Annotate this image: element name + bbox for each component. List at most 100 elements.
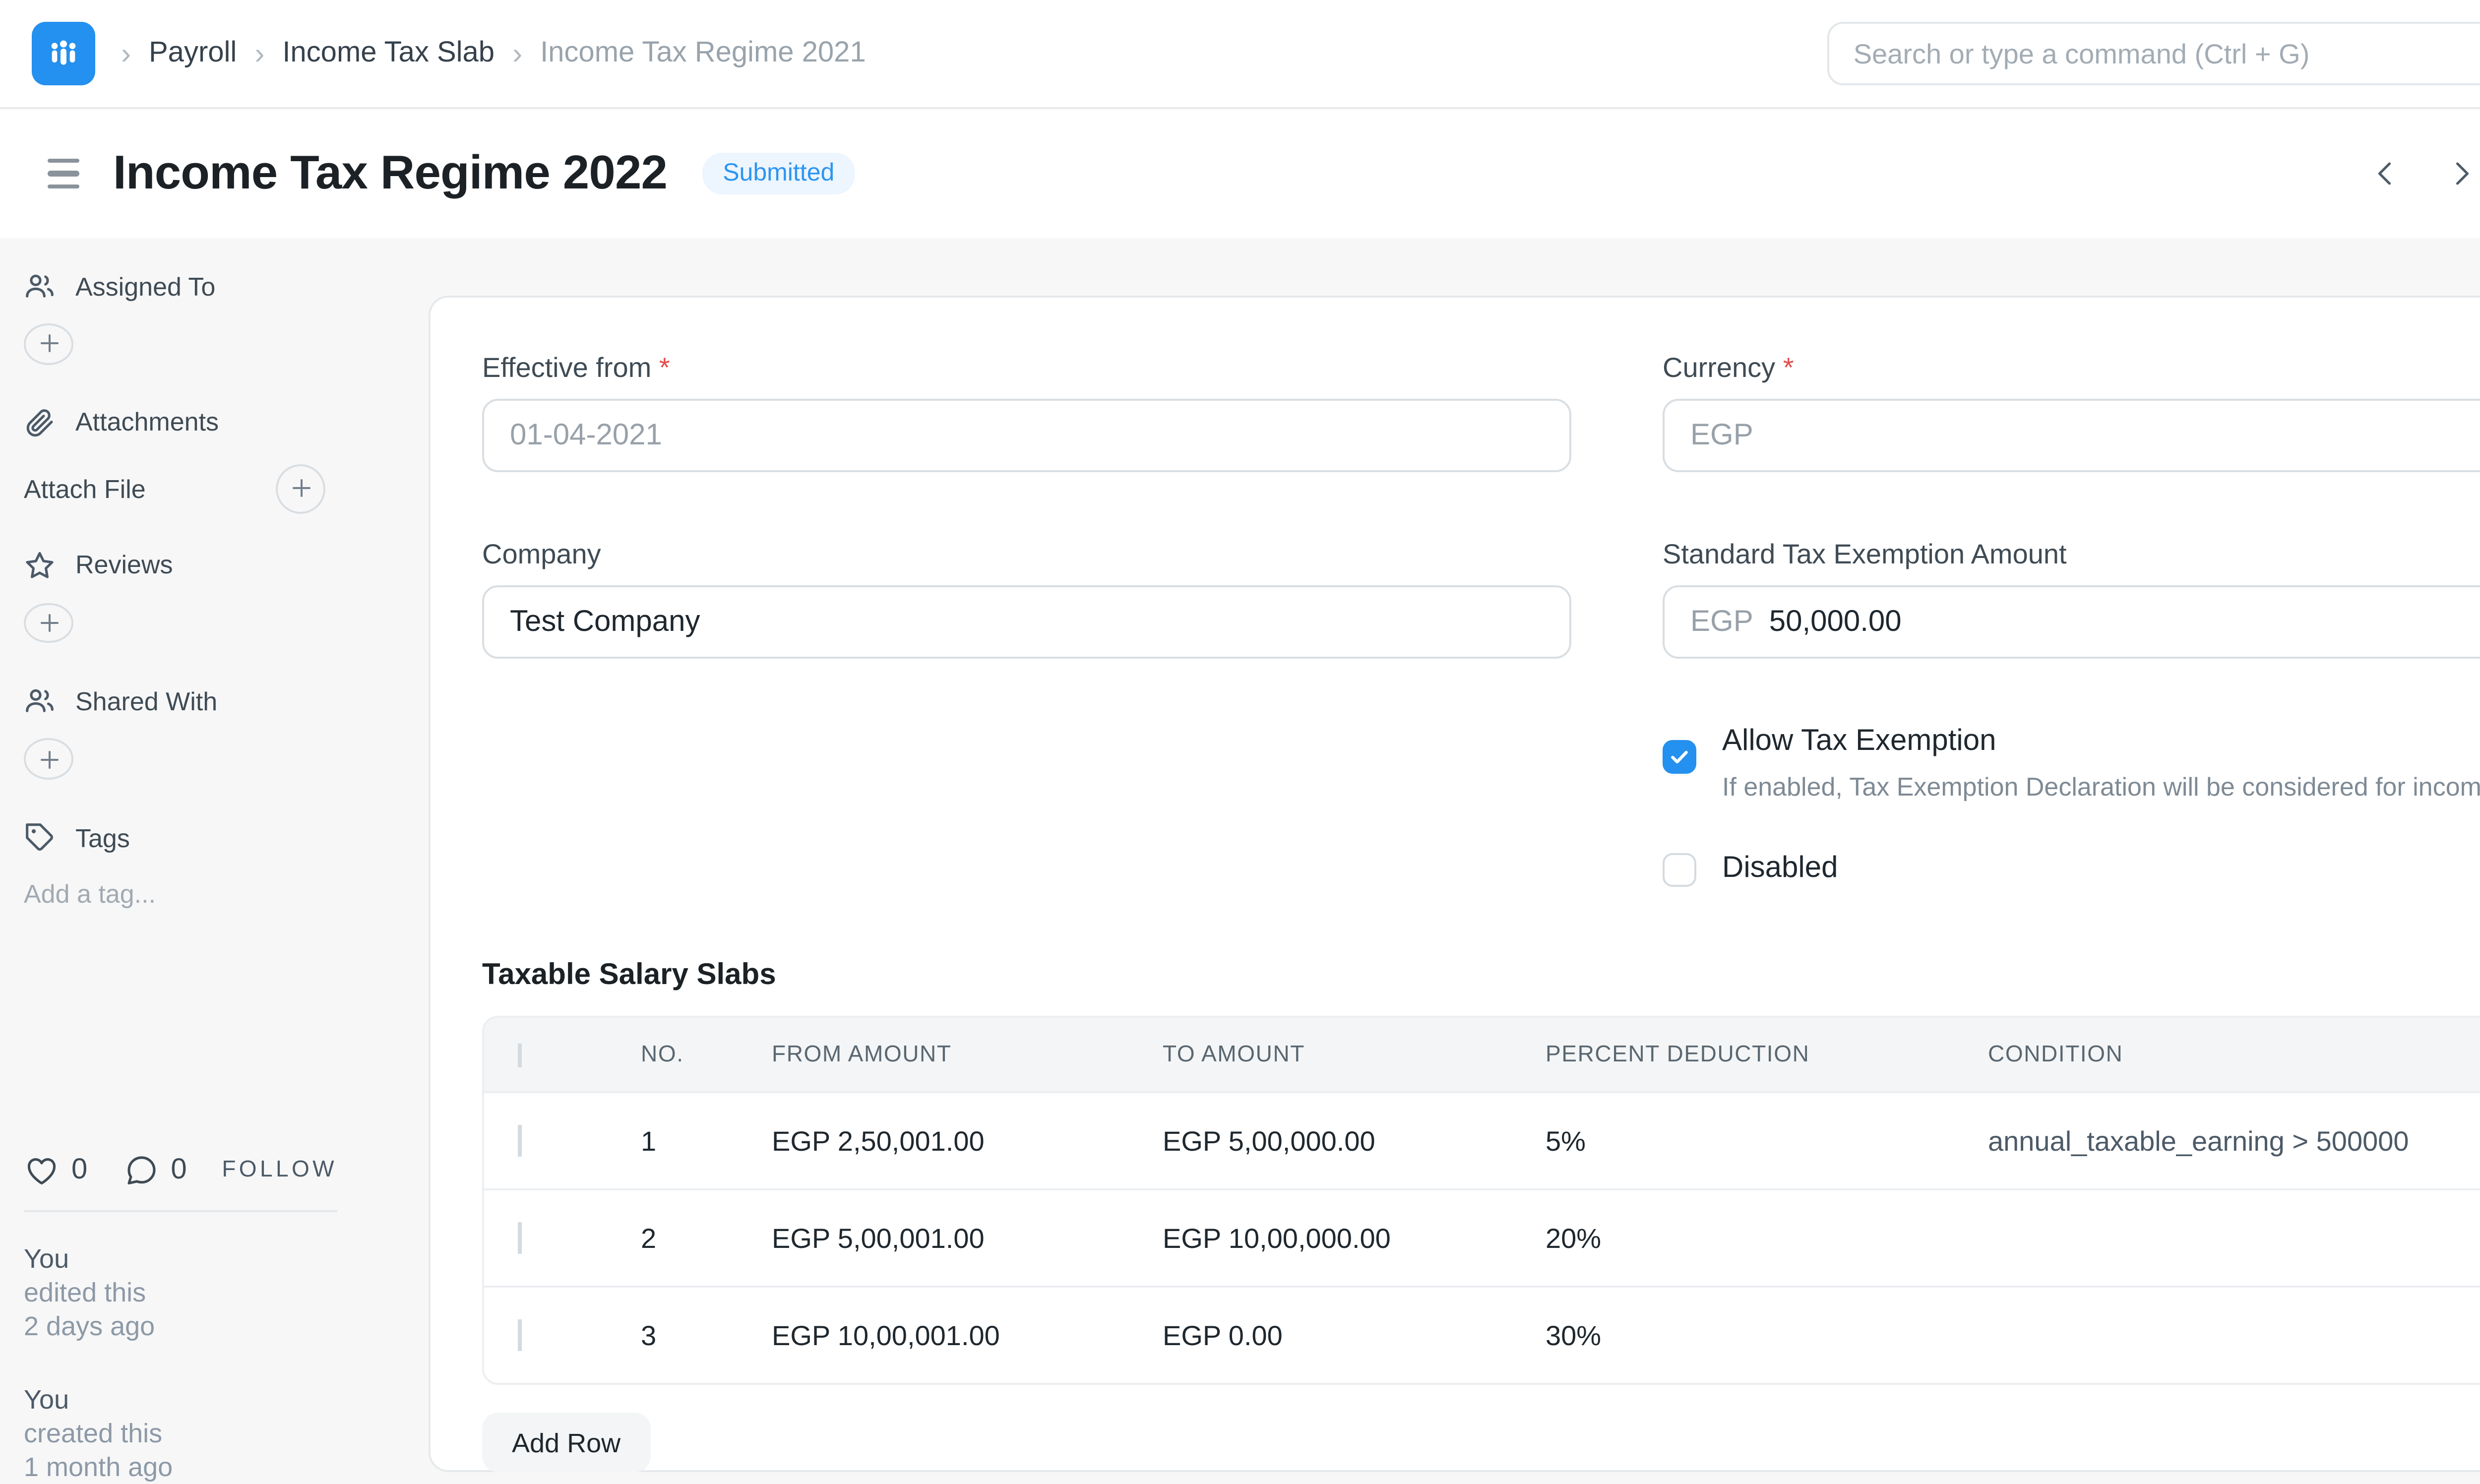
row-number: 2 [641, 1222, 657, 1254]
column-header-to-amount: TO AMOUNT [1163, 1043, 1305, 1066]
plus-icon [292, 479, 310, 497]
check-icon [1671, 750, 1688, 764]
to-amount-cell[interactable]: EGP 0.00 [1163, 1319, 1283, 1351]
prev-document-button[interactable] [2363, 151, 2409, 196]
attachments-label: Attachments [75, 407, 219, 437]
column-header-condition: CONDITION [1988, 1043, 2123, 1066]
document-sidebar: Assigned To Attachments Attach File [0, 238, 429, 1484]
condition-cell[interactable]: annual_taxable_earning > 500000 [1988, 1125, 2409, 1157]
next-document-button[interactable] [2439, 151, 2480, 196]
breadcrumb-income-tax-slab[interactable]: Income Tax Slab [282, 38, 495, 69]
select-all-checkbox[interactable] [518, 1043, 522, 1066]
effective-from-field[interactable]: 01-04-2021 [482, 399, 1571, 472]
people-group-icon [51, 40, 76, 65]
plus-icon [40, 614, 58, 632]
divider [24, 1210, 337, 1213]
activity-action: created this [24, 1419, 163, 1449]
effective-from-label: Effective from * [482, 351, 670, 383]
page-header: Income Tax Regime 2022 Submitted [0, 109, 2480, 238]
search-input[interactable] [1853, 38, 2480, 69]
percent-deduction-cell[interactable]: 20% [1546, 1222, 1602, 1254]
activity-time: 1 month ago [24, 1452, 173, 1483]
currency-prefix: EGP [1690, 605, 1753, 639]
from-amount-cell[interactable]: EGP 10,00,001.00 [772, 1319, 1000, 1351]
comment-icon[interactable] [123, 1153, 159, 1189]
comments-count: 0 [171, 1155, 187, 1187]
table-header-row: NO. FROM AMOUNT TO AMOUNT PERCENT DEDUCT… [484, 1018, 2480, 1091]
breadcrumb-current-doc[interactable]: Income Tax Regime 2021 [540, 38, 866, 69]
star-icon [24, 549, 56, 581]
column-header-from-amount: FROM AMOUNT [772, 1043, 952, 1066]
breadcrumb: › Payroll › Income Tax Slab › Income Tax… [121, 37, 866, 70]
row-number: 3 [641, 1319, 657, 1351]
plus-icon [40, 335, 58, 353]
menu-hamburger-icon[interactable] [48, 158, 79, 189]
add-row-button[interactable]: Add Row [482, 1413, 651, 1472]
chevron-right-icon: › [512, 37, 523, 70]
percent-deduction-cell[interactable]: 30% [1546, 1319, 1602, 1351]
row-checkbox[interactable] [518, 1222, 522, 1254]
standard-tax-exemption-label: Standard Tax Exemption Amount [1663, 538, 2067, 569]
activity-action: edited this [24, 1278, 146, 1308]
users-icon [24, 270, 56, 302]
add-tag-input[interactable]: Add a tag... [24, 879, 156, 909]
table-row[interactable]: 3 EGP 10,00,001.00 EGP 0.00 30% [484, 1286, 2480, 1383]
percent-deduction-cell[interactable]: 5% [1546, 1125, 1586, 1157]
allow-tax-exemption-checkbox[interactable] [1663, 740, 1696, 774]
row-checkbox[interactable] [518, 1319, 522, 1351]
currency-value: EGP [1690, 419, 1753, 452]
likes-count: 0 [71, 1155, 88, 1187]
from-amount-cell[interactable]: EGP 5,00,001.00 [772, 1222, 985, 1254]
row-checkbox[interactable] [518, 1125, 522, 1157]
chevron-right-icon: › [121, 37, 131, 70]
status-badge: Submitted [703, 153, 855, 194]
currency-field[interactable]: EGP [1663, 399, 2480, 472]
activity-time: 2 days ago [24, 1311, 155, 1342]
activity-entry: You edited this 2 days ago [24, 1242, 389, 1343]
reviews-label: Reviews [75, 550, 173, 580]
breadcrumb-payroll[interactable]: Payroll [149, 38, 237, 69]
add-review-button[interactable] [24, 602, 73, 644]
company-value: Test Company [510, 605, 700, 639]
shared-with-label: Shared With [75, 686, 218, 716]
to-amount-cell[interactable]: EGP 10,00,000.00 [1163, 1222, 1391, 1254]
paperclip-icon [24, 406, 56, 438]
assigned-to-label: Assigned To [75, 271, 216, 301]
share-button[interactable] [24, 739, 73, 780]
add-assignment-button[interactable] [24, 323, 73, 365]
chevron-right-icon: › [254, 37, 265, 70]
allow-tax-exemption-label: Allow Tax Exemption [1722, 724, 1996, 758]
row-number: 1 [641, 1125, 657, 1157]
company-label: Company [482, 538, 601, 569]
tags-label: Tags [75, 822, 130, 853]
activity-entry: You created this 1 month ago [24, 1383, 389, 1484]
hr-app-logo[interactable] [32, 22, 95, 85]
attach-file-button[interactable] [276, 463, 325, 513]
standard-tax-exemption-value: 50,000.00 [1769, 605, 1902, 639]
activity-user: You [24, 1385, 69, 1415]
disabled-checkbox[interactable] [1663, 852, 1696, 886]
plus-icon [40, 750, 58, 769]
company-field[interactable]: Test Company [482, 585, 1571, 659]
attach-file-link[interactable]: Attach File [24, 473, 146, 503]
page-title: Income Tax Regime 2022 [113, 146, 668, 199]
follow-button[interactable]: FOLLOW [222, 1159, 337, 1183]
heart-icon[interactable] [24, 1153, 60, 1189]
users-icon [24, 685, 56, 717]
column-header-percent-deduction: PERCENT DEDUCTION [1546, 1043, 1810, 1066]
global-search[interactable] [1827, 22, 2480, 85]
table-row[interactable]: 1 EGP 2,50,001.00 EGP 5,00,000.00 5% ann… [484, 1091, 2480, 1188]
taxable-salary-slabs-title: Taxable Salary Slabs [482, 958, 776, 992]
to-amount-cell[interactable]: EGP 5,00,000.00 [1163, 1125, 1375, 1157]
required-asterisk: * [1783, 351, 1794, 383]
taxable-salary-slabs-table: NO. FROM AMOUNT TO AMOUNT PERCENT DEDUCT… [482, 1016, 2480, 1385]
top-navbar: › Payroll › Income Tax Slab › Income Tax… [0, 0, 2480, 109]
activity-user: You [24, 1244, 69, 1274]
column-header-no: NO. [641, 1043, 684, 1066]
required-asterisk: * [659, 351, 670, 383]
standard-tax-exemption-field[interactable]: EGP 50,000.00 [1663, 585, 2480, 659]
table-row[interactable]: 2 EGP 5,00,001.00 EGP 10,00,000.00 20% [484, 1188, 2480, 1286]
tag-icon [24, 822, 56, 854]
from-amount-cell[interactable]: EGP 2,50,001.00 [772, 1125, 985, 1157]
